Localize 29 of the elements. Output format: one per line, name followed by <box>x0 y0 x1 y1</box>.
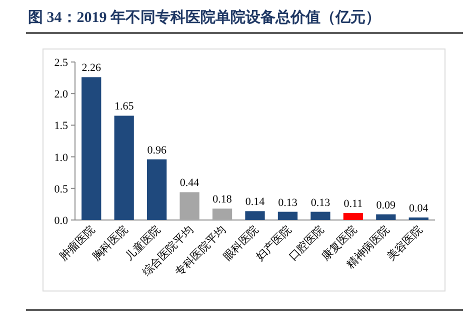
y-tick-label: 2.0 <box>54 88 68 101</box>
data-label: 0.13 <box>278 196 298 209</box>
data-label: 0.14 <box>245 196 266 208</box>
data-label: 2.26 <box>82 62 102 74</box>
chart-title: 图 34：2019 年不同专科医院单院设备总价值（亿元） <box>28 9 380 26</box>
bar <box>147 159 167 220</box>
data-label: 0.18 <box>212 194 232 206</box>
bar <box>114 116 134 220</box>
data-label: 0.13 <box>310 196 331 209</box>
data-label: 0.09 <box>376 199 396 212</box>
bar <box>278 212 298 220</box>
y-tick-label: 2.5 <box>54 57 68 69</box>
bar <box>408 217 428 220</box>
data-label: 1.65 <box>114 100 134 113</box>
bar <box>180 192 200 220</box>
bar <box>310 212 330 220</box>
data-label: 0.04 <box>409 202 429 214</box>
y-tick-label: 1.5 <box>54 120 68 132</box>
y-tick-label: 1.0 <box>54 152 68 164</box>
data-label: 0.96 <box>147 144 167 156</box>
bar <box>212 208 232 220</box>
bar <box>343 213 363 220</box>
data-label: 0.11 <box>344 198 363 210</box>
bar <box>376 214 396 220</box>
bar <box>245 211 265 220</box>
data-label: 0.44 <box>180 177 200 190</box>
y-tick-label: 0.0 <box>54 215 68 227</box>
bar <box>82 77 102 220</box>
y-tick-label: 0.5 <box>54 183 68 196</box>
